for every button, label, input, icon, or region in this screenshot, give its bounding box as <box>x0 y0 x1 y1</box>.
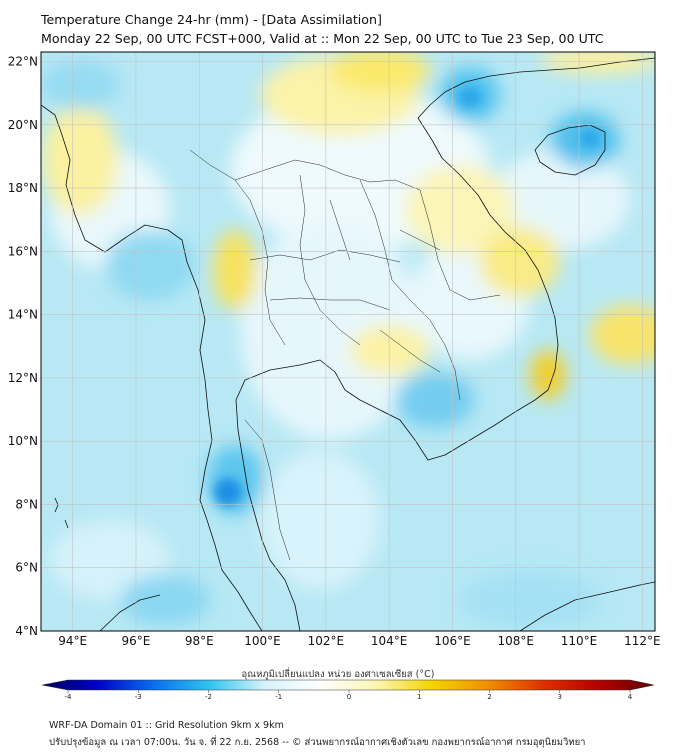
colorbar <box>41 679 655 693</box>
lon-label: 96°E <box>122 634 151 648</box>
admin-borders <box>189 149 501 561</box>
lon-label: 100°E <box>244 634 281 648</box>
footer-credit: ปรับปรุงข้อมูล ณ เวลา 07:00น. วัน จ. ที่… <box>49 737 586 748</box>
lon-label: 104°E <box>371 634 408 648</box>
lat-label: 16°N <box>8 244 38 258</box>
colorbar-tick-label: -3 <box>134 693 142 701</box>
lat-label: 20°N <box>8 118 38 132</box>
coastlines <box>41 57 655 631</box>
lat-label: 4°N <box>15 624 38 638</box>
map-frame <box>40 51 656 632</box>
colorbar-tick-label: -2 <box>205 693 212 701</box>
lon-label: 102°E <box>308 634 345 648</box>
footer-model-info: WRF-DA Domain 01 :: Grid Resolution 9km … <box>49 720 284 731</box>
lat-label: 6°N <box>15 561 38 575</box>
lon-label: 110°E <box>561 634 598 648</box>
colorbar-tick-label: -1 <box>275 693 283 701</box>
colorbar-tick-label: 4 <box>627 693 633 701</box>
lat-label: 22°N <box>8 54 38 68</box>
colorbar-tick-label: -4 <box>64 693 72 701</box>
colorbar-tick-label: 0 <box>346 693 352 701</box>
graticule <box>41 52 655 632</box>
map-subtitle: Monday 22 Sep, 00 UTC FCST+000, Valid at… <box>41 31 604 46</box>
lon-label: 94°E <box>58 634 87 648</box>
lon-label: 106°E <box>434 634 471 648</box>
lat-label: 14°N <box>8 308 38 322</box>
colorbar-tick-label: 1 <box>417 693 422 701</box>
latitude-labels: 22°N 20°N 18°N 16°N 14°N 12°N 10°N 8°N 6°N 4°N <box>8 54 38 638</box>
lon-label: 112°E <box>624 634 661 648</box>
colorbar-tick-label: 3 <box>557 693 562 701</box>
lon-label: 108°E <box>497 634 534 648</box>
lon-label: 98°E <box>185 634 214 648</box>
longitude-labels: 94°E 96°E 98°E 100°E 102°E 104°E 106°E 108°E 110… <box>58 634 660 648</box>
lat-label: 10°N <box>8 434 38 448</box>
lat-label: 18°N <box>8 181 38 195</box>
colorbar-title: อุณหภูมิเปลี่ยนแปลง หน่วย องศาเซลเซียส (… <box>241 669 435 680</box>
lat-label: 8°N <box>15 497 38 511</box>
temperature-field <box>41 52 655 631</box>
lat-label: 12°N <box>8 371 38 385</box>
colorbar-tick-label: 2 <box>487 693 492 701</box>
map-title: Temperature Change 24-hr (mm) - [Data As… <box>41 12 382 27</box>
